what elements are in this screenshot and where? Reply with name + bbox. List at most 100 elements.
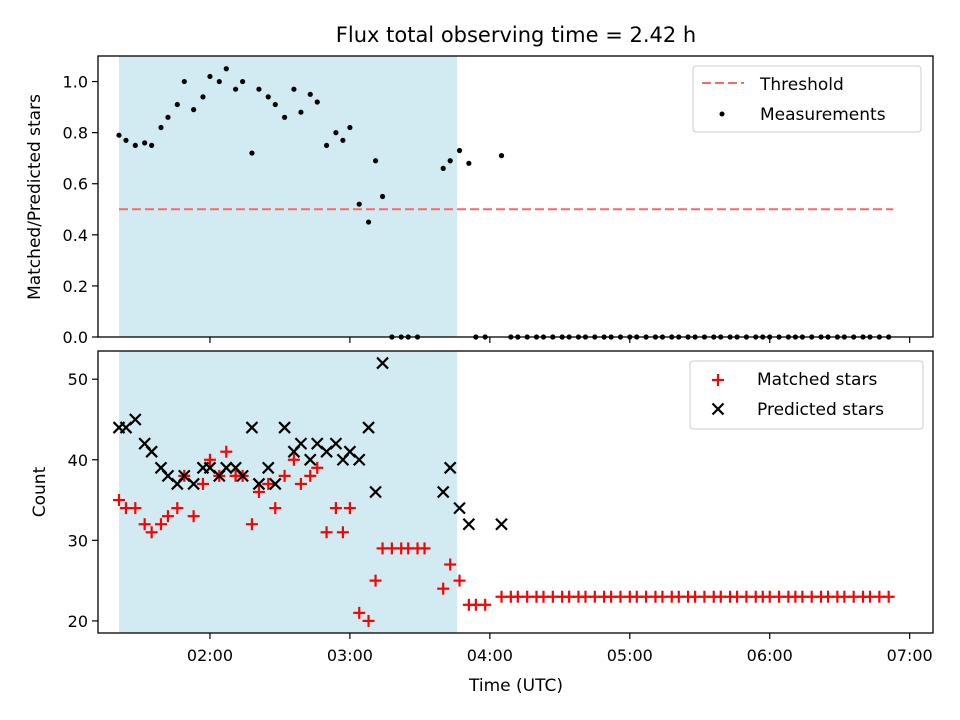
- legend-predicted-label: Predicted stars: [757, 400, 884, 420]
- predicted-star-point: [443, 461, 457, 475]
- predicted-stars-points: [112, 356, 508, 531]
- predicted-star-point: [495, 517, 508, 531]
- legend-measurements-label: Measurements: [760, 105, 886, 125]
- y-tick-label: 0.8: [63, 124, 88, 143]
- y-tick-label: 30: [68, 531, 88, 550]
- top-panel: 0.0 0.2 0.4 0.6 0.8 1.0 Matched/Predicted sta…: [25, 55, 934, 347]
- matched-star-point: [161, 510, 174, 523]
- matched-star-point: [145, 526, 158, 539]
- measurement-point: [256, 86, 262, 92]
- bottom-y-ticks: 20 30 40 50: [68, 370, 98, 631]
- measurement-point: [158, 124, 164, 131]
- measurement-point: [265, 94, 271, 100]
- predicted-star-point: [303, 453, 317, 467]
- measurement-point: [149, 142, 155, 149]
- matched-star-point: [220, 445, 233, 458]
- matched-star-point: [418, 542, 431, 555]
- measurement-point: [281, 114, 288, 120]
- predicted-star-point: [261, 461, 275, 475]
- measurement-point: [249, 150, 255, 156]
- predicted-star-point: [268, 477, 282, 491]
- measurement-point: [181, 78, 187, 85]
- measurement-point: [223, 66, 229, 72]
- matched-stars-points: [112, 445, 895, 627]
- measurement-point: [466, 160, 472, 166]
- measurement-point: [372, 158, 379, 164]
- legend-threshold-label: Threshold: [759, 75, 844, 95]
- predicted-star-point: [329, 437, 343, 450]
- measurement-point: [142, 140, 148, 146]
- matched-star-point: [154, 518, 167, 531]
- top-axes-frame: [97, 55, 934, 338]
- y-tick-label: 40: [68, 451, 88, 470]
- matched-star-point: [882, 590, 895, 603]
- top-legend: Threshold Measurements: [692, 65, 922, 133]
- predicted-star-point: [278, 421, 291, 434]
- chart-title: Flux total observing time = 2.42 h: [336, 23, 696, 47]
- x-tick-label: 05:00: [607, 646, 653, 665]
- measurement-point: [174, 101, 180, 108]
- measurement-point: [340, 137, 346, 143]
- predicted-star-point: [362, 421, 375, 434]
- bottom-legend-box: [689, 360, 924, 430]
- y-tick-label: 20: [68, 612, 88, 631]
- matched-star-point: [171, 502, 184, 515]
- measurement-point: [216, 78, 222, 85]
- matched-star-point: [444, 558, 457, 571]
- measurement-point: [440, 165, 446, 171]
- predicted-star-point: [220, 461, 233, 475]
- predicted-star-point: [376, 356, 389, 370]
- predicted-star-point: [453, 501, 466, 515]
- matched-star-point: [343, 502, 356, 515]
- predicted-star-point: [236, 469, 249, 483]
- predicted-star-point: [252, 477, 266, 491]
- matched-star-point: [203, 453, 216, 466]
- measurement-point: [447, 158, 453, 164]
- measurement-point: [123, 137, 129, 143]
- matched-star-point: [479, 598, 492, 611]
- top-y-axis-label: Matched/Predicted stars: [25, 94, 45, 300]
- measurement-point: [298, 109, 304, 115]
- matched-star-point: [362, 614, 375, 627]
- matched-star-point: [269, 502, 282, 515]
- y-tick-label: 0.2: [63, 277, 88, 296]
- matched-star-point: [196, 477, 209, 490]
- matched-star-point: [369, 574, 382, 587]
- matched-star-point: [353, 606, 366, 619]
- matched-star-point: [294, 477, 307, 490]
- y-tick-label: 0.6: [63, 175, 88, 194]
- top-y-ticks: 0.0 0.2 0.4 0.6 0.8 1.0: [63, 73, 98, 347]
- measurement-point: [498, 153, 505, 159]
- x-axis-label: Time (UTC): [468, 676, 563, 696]
- predicted-star-point: [145, 445, 158, 458]
- measurement-point: [272, 101, 278, 108]
- bottom-axes-frame: [97, 350, 934, 634]
- y-tick-label: 50: [68, 370, 88, 389]
- matched-star-point: [112, 494, 125, 507]
- measurement-point: [365, 219, 372, 225]
- y-tick-label: 0.0: [63, 328, 88, 347]
- predicted-star-point: [245, 421, 259, 434]
- measurement-point: [347, 124, 353, 131]
- matched-star-point: [320, 526, 333, 539]
- predicted-star-point: [436, 485, 450, 499]
- bottom-legend: Matched stars Predicted stars: [689, 360, 924, 430]
- measurement-point: [379, 193, 386, 200]
- legend-matched-swatch: [712, 374, 724, 386]
- matched-star-point: [311, 461, 324, 474]
- measurement-point: [291, 86, 297, 92]
- measurement-point: [314, 99, 320, 105]
- matched-star-point: [245, 518, 258, 531]
- matched-star-point: [138, 518, 151, 531]
- matched-star-point: [129, 502, 142, 515]
- measurement-point: [132, 142, 138, 149]
- matched-star-point: [278, 469, 291, 482]
- measurement-point: [233, 86, 239, 92]
- x-tick-label: 04:00: [467, 646, 513, 665]
- matched-star-point: [304, 469, 317, 482]
- predicted-star-point: [129, 413, 142, 426]
- matched-star-point: [252, 486, 265, 498]
- top-legend-box: [692, 65, 922, 133]
- matched-star-point: [187, 510, 200, 523]
